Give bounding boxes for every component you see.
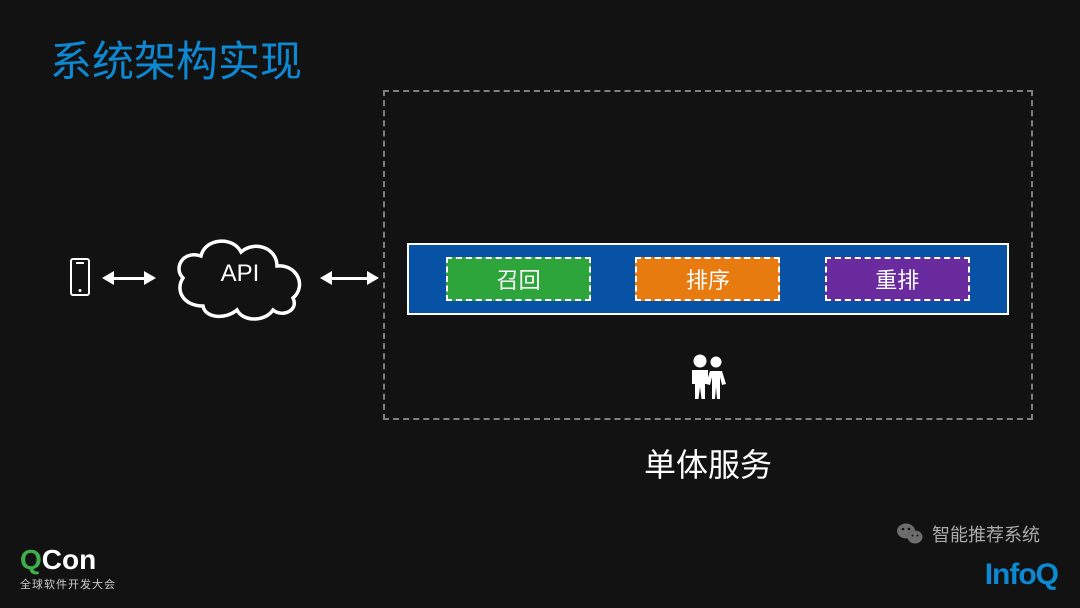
stage-rank: 排序 xyxy=(635,257,780,301)
stage-label: 重排 xyxy=(875,263,919,295)
stage-label: 召回 xyxy=(497,263,541,295)
stage-rerank: 重排 xyxy=(825,257,970,301)
wechat-credit: 智能推荐系统 xyxy=(896,520,1040,548)
logo-letter: Q xyxy=(20,544,42,575)
api-label: API xyxy=(165,260,315,288)
people-icon xyxy=(683,352,733,400)
wechat-icon xyxy=(896,520,924,548)
logo-letter: Con xyxy=(42,544,96,575)
qcon-subtitle: 全球软件开发大会 xyxy=(20,576,116,592)
wechat-label: 智能推荐系统 xyxy=(932,521,1040,547)
stage-recall: 召回 xyxy=(446,257,591,301)
qcon-logo: QCon 全球软件开发大会 xyxy=(20,546,116,592)
container-label: 单体服务 xyxy=(383,440,1033,486)
bidirectional-arrow-icon xyxy=(102,272,156,284)
service-bar: 召回 排序 重排 xyxy=(407,243,1009,315)
bidirectional-arrow-icon xyxy=(320,272,379,284)
slide-title: 系统架构实现 xyxy=(50,28,302,89)
phone-icon xyxy=(70,258,90,296)
stage-label: 排序 xyxy=(686,263,730,295)
infoq-logo: InfoQ xyxy=(985,558,1058,592)
